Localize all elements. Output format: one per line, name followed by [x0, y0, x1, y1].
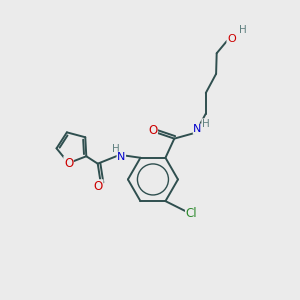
Text: N: N	[194, 124, 202, 134]
Text: O: O	[148, 124, 158, 137]
Text: N: N	[117, 152, 125, 162]
Text: H: H	[239, 25, 247, 35]
Text: H: H	[202, 119, 210, 129]
Text: O: O	[94, 180, 103, 193]
Text: O: O	[64, 157, 73, 169]
Text: H: H	[112, 144, 120, 154]
Text: Cl: Cl	[186, 207, 197, 220]
Text: O: O	[227, 34, 236, 44]
